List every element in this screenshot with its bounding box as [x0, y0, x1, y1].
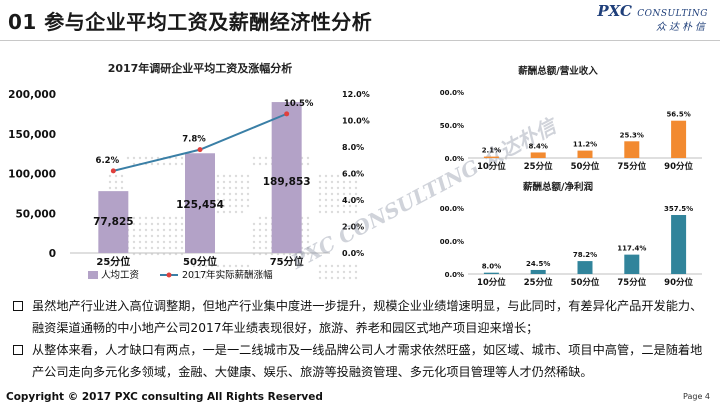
analysis-bullets: 虽然地产行业进入高位调整期，但地产行业集中度进一步提升，规模企业业绩增速明显，与…: [12, 295, 712, 383]
bar-value-label: 77,825: [93, 216, 134, 228]
company-logo: PXC CONSULTING 众达朴信: [578, 2, 708, 36]
legend-swatch-marker: [166, 272, 172, 278]
category-label: 50分位: [571, 161, 600, 172]
category-label: 90分位: [664, 277, 693, 288]
bar: [671, 120, 687, 158]
bar: [271, 102, 302, 253]
y-tick-label: 50,000: [15, 208, 56, 220]
line-value-label: 10.5%: [284, 99, 314, 109]
category-label: 90分位: [664, 161, 693, 172]
y2-tick-label: 4.0%: [342, 196, 364, 205]
legend-label: 2017年实际薪酬涨幅: [182, 269, 273, 281]
y-tick-label: 50.0%: [440, 122, 464, 130]
logo-cn: 众达朴信: [656, 22, 708, 33]
copyright: Copyright © 2017 PXC consulting All Righ…: [6, 391, 323, 403]
bar-value-label: 2.1%: [482, 147, 501, 155]
y2-tick-label: 12.0%: [342, 90, 370, 99]
bar: [185, 153, 215, 253]
bar-value-label: 117.4%: [617, 245, 646, 253]
category-label: 25分位: [524, 277, 553, 288]
line-value-label: 6.2%: [96, 156, 120, 166]
map-dots-background: [108, 156, 358, 280]
y2-tick-label: 2.0%: [342, 223, 364, 232]
page-number: Page 4: [683, 392, 710, 401]
category-label: 75分位: [270, 255, 304, 268]
category-label: 50分位: [183, 255, 217, 268]
bullet-text: 虽然地产行业进入高位调整期，但地产行业集中度进一步提升，规模企业业绩增速明显，与…: [32, 299, 703, 335]
bar-value-label: 24.5%: [526, 260, 550, 268]
line-point: [284, 111, 290, 117]
profit-ratio-chart: 薪酬总额/净利润 0.0% 200.0% 400.0% 8.0% 24.5% 78.2% 1…: [440, 181, 702, 288]
category-label: 25分位: [96, 255, 130, 268]
category-label: 50分位: [571, 277, 600, 288]
y-tick-label: 400.0%: [440, 205, 464, 213]
y-tick-label: 150,000: [8, 129, 56, 141]
square-bullet-icon: [13, 301, 23, 311]
y-tick-label: 0: [49, 248, 56, 260]
bar: [483, 156, 499, 158]
bar: [483, 272, 499, 274]
bullet-text: 从整体来看，人才缺口有两点，一是一二线城市及一线品牌公司人才需求依然旺盛，如区域…: [32, 343, 703, 379]
bar: [530, 269, 546, 274]
chart-title: 薪酬总额/净利润: [523, 181, 593, 193]
category-label: 75分位: [617, 277, 646, 288]
bullet-item: 虽然地产行业进入高位调整期，但地产行业集中度进一步提升，规模企业业绩增速明显，与…: [12, 295, 712, 339]
salary-chart: 2017年调研企业平均工资及涨幅分析 0 50,000 100,000 150,000…: [8, 61, 370, 281]
y-tick-label: 0.0%: [445, 271, 464, 279]
bar: [624, 141, 640, 158]
bar-value-label: 189,853: [263, 176, 311, 188]
bar-value-label: 125,454: [176, 199, 224, 211]
y-tick-label: 0.0%: [445, 155, 464, 163]
revenue-ratio-chart: 薪酬总额/营业收入 0.0% 50.0% 100.0% 2.1% 8.4% 11.2% 25…: [440, 65, 702, 172]
y2-tick-label: 6.0%: [342, 170, 364, 179]
chart-title: 2017年调研企业平均工资及涨幅分析: [108, 61, 293, 75]
y2-tick-label: 10.0%: [342, 117, 370, 126]
bar-value-label: 56.5%: [666, 111, 690, 119]
bar: [530, 152, 546, 158]
y-tick-label: 100,000: [8, 169, 56, 181]
chart-title: 薪酬总额/营业收入: [518, 65, 598, 77]
bar-value-label: 78.2%: [573, 251, 597, 259]
square-bullet-icon: [13, 345, 23, 355]
bar-value-label: 8.4%: [528, 142, 547, 150]
bar: [624, 254, 640, 274]
line-value-label: 7.8%: [182, 135, 206, 145]
bar: [577, 150, 593, 158]
legend-swatch-bar: [88, 271, 98, 279]
bar: [577, 261, 593, 274]
bullet-item: 从整体来看，人才缺口有两点，一是一二线城市及一线品牌公司人才需求依然旺盛，如区域…: [12, 339, 712, 383]
bar-value-label: 8.0%: [482, 263, 501, 271]
line-point: [110, 168, 116, 174]
y-tick-label: 200,000: [8, 89, 56, 101]
y2-tick-label: 8.0%: [342, 143, 364, 152]
legend-label: 人均工资: [101, 269, 140, 281]
line-point: [197, 147, 203, 153]
y-tick-label: 100.0%: [440, 89, 464, 97]
bar-value-label: 11.2%: [573, 141, 597, 149]
category-label: 75分位: [617, 161, 646, 172]
title-divider: [0, 40, 720, 41]
category-label: 25分位: [524, 161, 553, 172]
category-label: 10分位: [477, 161, 506, 172]
y-tick-label: 200.0%: [440, 238, 464, 246]
logo-sub: CONSULTING: [637, 9, 708, 19]
bar-value-label: 357.5%: [664, 205, 693, 213]
y2-tick-label: 0.0%: [342, 249, 364, 258]
bar-value-label: 25.3%: [620, 131, 644, 139]
page-title: 01 参与企业平均工资及薪酬经济性分析: [8, 10, 373, 34]
bar: [98, 191, 129, 253]
category-label: 10分位: [477, 277, 506, 288]
logo-main: PXC: [597, 2, 632, 20]
bar: [671, 215, 687, 274]
